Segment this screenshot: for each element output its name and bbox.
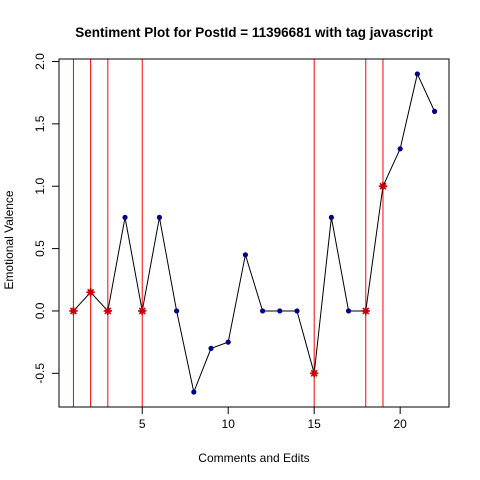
data-point: [208, 346, 213, 351]
data-point: [174, 308, 179, 313]
x-tick-label: 10: [222, 417, 236, 431]
edit-marker: [86, 288, 94, 296]
series-line: [73, 74, 434, 392]
y-axis-label: Emotional Valence: [2, 190, 16, 289]
data-point: [294, 308, 299, 313]
data-point: [432, 109, 437, 114]
edit-marker: [379, 182, 387, 190]
data-point: [398, 146, 403, 151]
data-point: [157, 215, 162, 220]
y-tick-label: 0.5: [33, 240, 47, 257]
y-tick-label: 0.0: [33, 302, 47, 319]
data-point: [329, 215, 334, 220]
x-tick-label: 20: [393, 417, 407, 431]
data-point: [277, 308, 282, 313]
y-tick-label: -0.5: [33, 363, 47, 384]
edit-marker: [362, 307, 370, 315]
y-tick-label: 1.5: [33, 115, 47, 132]
edit-marker: [69, 307, 77, 315]
data-point: [260, 308, 265, 313]
plot-frame: [59, 59, 449, 407]
chart-title: Sentiment Plot for PostId = 11396681 wit…: [75, 25, 433, 40]
data-point: [226, 340, 231, 345]
x-tick-label: 15: [308, 417, 322, 431]
y-tick-label: 1.0: [33, 178, 47, 195]
plot-area: [69, 59, 437, 407]
edit-marker: [104, 307, 112, 315]
data-point: [122, 215, 127, 220]
data-point: [243, 252, 248, 257]
data-point: [415, 71, 420, 76]
x-tick-label: 5: [139, 417, 146, 431]
data-point: [346, 308, 351, 313]
edit-marker: [138, 307, 146, 315]
edit-marker: [310, 369, 318, 377]
data-point: [191, 389, 196, 394]
x-axis-label: Comments and Edits: [198, 451, 309, 465]
y-tick-label: 2.0: [33, 53, 47, 70]
